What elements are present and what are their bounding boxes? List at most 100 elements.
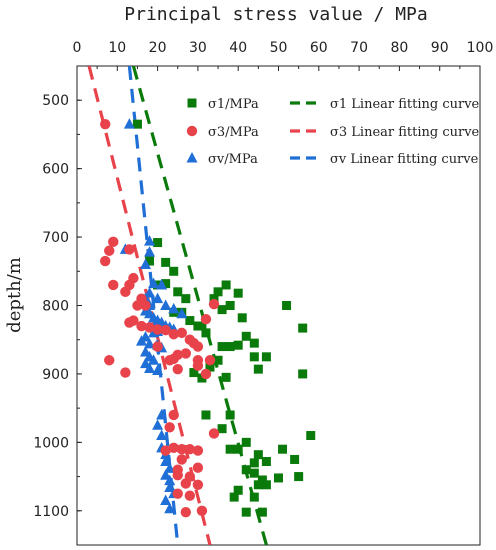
data-point (225, 342, 235, 352)
data-point (176, 327, 187, 339)
data-point (152, 364, 164, 376)
data-point (172, 470, 183, 481)
data-points (100, 118, 316, 518)
legend-label: σ1/MPa (208, 97, 259, 112)
data-point (176, 307, 188, 319)
data-point (152, 292, 164, 304)
data-point (128, 272, 139, 284)
data-point (173, 287, 183, 297)
data-point (241, 437, 251, 447)
data-point (164, 462, 176, 473)
legend-marker (186, 125, 198, 137)
data-point (148, 354, 160, 365)
data-point (208, 298, 220, 310)
data-point (200, 368, 212, 380)
data-point (181, 294, 191, 304)
data-point (233, 444, 243, 454)
data-point (160, 494, 172, 506)
legend: σ1/MPa σ3/MPa σv/MPa σ1 Linear fitting curv… (186, 97, 480, 167)
x-tick-label: 90 (431, 40, 449, 56)
x-axis-title: Principal stress value / MPa (124, 4, 427, 25)
data-point (189, 368, 199, 378)
legend-label: σ3 Linear fitting curve (330, 125, 480, 140)
data-point (196, 505, 208, 516)
data-point (180, 478, 192, 489)
data-point (221, 280, 231, 290)
data-point (144, 322, 155, 333)
data-point (144, 337, 156, 349)
data-point (156, 408, 168, 420)
data-point (104, 355, 115, 366)
data-point (201, 328, 211, 338)
y-axis-title: depth/m (4, 257, 25, 333)
data-point (233, 340, 243, 350)
data-point (237, 313, 247, 323)
data-point (209, 294, 219, 304)
data-point (144, 287, 156, 298)
data-point (257, 475, 267, 485)
data-point (144, 362, 156, 373)
data-point (257, 507, 267, 517)
data-point (205, 362, 215, 372)
data-point (124, 317, 135, 328)
data-point (161, 279, 171, 289)
data-point (144, 246, 156, 257)
data-point (184, 444, 196, 455)
data-point (160, 455, 172, 467)
data-point (144, 235, 156, 246)
fit-line (87, 66, 212, 545)
data-point (104, 245, 115, 256)
data-point (152, 419, 164, 430)
x-tick-label: 20 (149, 40, 167, 56)
data-point (298, 323, 308, 333)
fit-line (131, 66, 268, 545)
data-point (217, 305, 227, 315)
data-point (176, 444, 187, 455)
data-point (168, 442, 179, 454)
data-point (278, 444, 288, 454)
data-point (233, 485, 243, 495)
data-point (282, 301, 292, 310)
data-point (249, 458, 259, 468)
data-point (136, 320, 147, 332)
y-tick-label: 700 (42, 230, 69, 246)
data-point (168, 409, 179, 421)
data-point (261, 352, 271, 362)
data-point (180, 506, 192, 518)
data-point (140, 258, 152, 269)
data-point (241, 331, 251, 341)
data-point (253, 364, 263, 374)
data-point (192, 360, 204, 371)
data-point (249, 338, 259, 348)
data-point (168, 302, 180, 314)
data-point (132, 300, 143, 311)
data-point (160, 324, 171, 336)
data-point (217, 342, 227, 352)
x-tick-label: 70 (350, 40, 368, 56)
data-point (225, 444, 235, 454)
legend-label: σ3/MPa (208, 125, 259, 140)
data-point (213, 355, 223, 365)
y-tick-label: 600 (42, 162, 69, 178)
data-point (294, 472, 304, 482)
data-point (152, 324, 163, 335)
y-tick-label: 800 (42, 299, 69, 315)
data-point (213, 287, 223, 297)
x-tick-label: 10 (108, 40, 126, 56)
data-point (241, 507, 251, 517)
data-point (192, 341, 204, 352)
y-tick-label: 1000 (33, 435, 69, 451)
legend-marker (187, 98, 197, 108)
data-point (225, 301, 235, 310)
data-point (200, 313, 212, 325)
data-point (172, 363, 183, 375)
data-point (172, 488, 183, 499)
data-point (153, 238, 163, 248)
data-point (233, 288, 243, 298)
data-point (100, 255, 111, 267)
data-point (152, 341, 163, 352)
data-point (164, 474, 176, 486)
data-point (185, 316, 195, 326)
data-point (156, 278, 168, 290)
